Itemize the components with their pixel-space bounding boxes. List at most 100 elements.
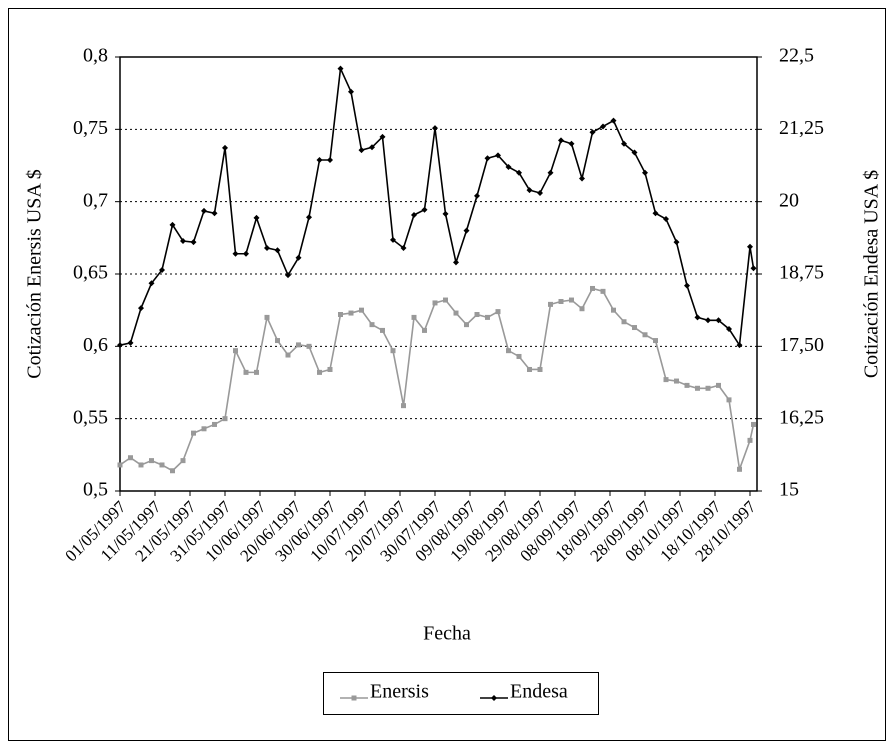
x-axis-title: Fecha — [423, 623, 471, 645]
data-point — [751, 421, 756, 427]
y2-tick-label: 22,5 — [779, 45, 814, 67]
data-point — [737, 466, 742, 472]
data-point — [285, 272, 291, 279]
data-point — [453, 310, 459, 316]
data-point — [464, 322, 469, 328]
data-point — [558, 298, 564, 304]
data-point — [537, 366, 543, 372]
legend-marker — [491, 695, 497, 701]
legend-label: Enersis — [370, 681, 429, 703]
data-point — [569, 297, 574, 303]
y-tick-label: 0,8 — [83, 45, 108, 67]
data-point — [159, 266, 165, 273]
data-point — [285, 352, 291, 358]
data-point — [432, 125, 438, 132]
data-point — [695, 385, 700, 391]
data-point — [442, 210, 449, 217]
y-tick-label: 0,6 — [83, 334, 108, 356]
data-point — [463, 227, 470, 234]
data-point — [750, 265, 757, 272]
data-point — [264, 314, 270, 320]
y2-axis-title: Cotización Endesa USA $ — [861, 170, 883, 378]
data-point — [589, 129, 596, 136]
data-point — [505, 163, 512, 170]
data-point — [400, 244, 407, 251]
data-point — [190, 239, 197, 246]
data-point — [674, 378, 679, 384]
data-point — [180, 238, 186, 245]
data-point — [474, 192, 480, 199]
data-point — [359, 307, 364, 313]
data-point — [495, 152, 501, 159]
data-point — [495, 309, 501, 315]
data-point — [726, 397, 732, 403]
data-point — [369, 144, 375, 151]
data-point — [232, 250, 239, 257]
legend-marker — [351, 695, 357, 701]
data-point — [716, 382, 721, 388]
data-point — [380, 327, 385, 333]
data-point — [159, 462, 165, 468]
data-point — [421, 206, 428, 213]
data-point — [348, 310, 354, 316]
data-point — [652, 210, 659, 217]
data-point — [296, 342, 301, 348]
data-point — [516, 353, 522, 359]
data-point — [527, 366, 532, 372]
data-point — [590, 285, 595, 291]
data-point — [653, 338, 658, 344]
data-point — [422, 327, 427, 333]
data-point — [443, 297, 448, 303]
data-point — [254, 369, 259, 375]
y-tick-label: 0,65 — [73, 262, 108, 284]
data-point — [600, 288, 606, 294]
data-point — [138, 305, 144, 312]
data-point — [537, 189, 543, 196]
data-point — [390, 348, 396, 354]
data-point — [253, 214, 260, 221]
data-point — [379, 133, 386, 140]
data-point — [117, 342, 123, 349]
data-point — [337, 65, 344, 72]
data-point — [610, 117, 617, 124]
data-point — [149, 458, 154, 464]
data-point — [568, 140, 575, 147]
data-point — [358, 147, 365, 154]
data-point — [684, 382, 690, 388]
data-point — [338, 312, 343, 318]
data-point — [548, 301, 553, 307]
legend-box — [323, 672, 599, 715]
data-point — [747, 243, 753, 250]
data-point — [705, 385, 711, 391]
data-point — [715, 317, 722, 324]
data-point — [485, 314, 490, 320]
y2-tick-label: 15 — [779, 479, 799, 501]
data-point — [170, 468, 175, 474]
data-point — [663, 216, 669, 223]
data-point — [611, 307, 616, 313]
data-point — [327, 157, 333, 164]
data-point — [663, 377, 669, 383]
data-point — [484, 155, 491, 162]
data-point — [180, 458, 186, 464]
data-point — [317, 369, 322, 375]
data-point — [474, 312, 480, 318]
y-tick-label: 0,7 — [83, 189, 108, 211]
data-point — [138, 462, 144, 468]
data-point — [222, 416, 228, 422]
y-axis-title: Cotización Enersis USA $ — [24, 169, 46, 378]
data-point — [579, 175, 585, 182]
data-point — [747, 437, 753, 443]
data-point — [295, 254, 302, 261]
data-point — [275, 338, 280, 344]
y2-tick-label: 17,50 — [779, 334, 824, 356]
data-point — [264, 244, 270, 251]
data-point — [621, 319, 627, 325]
data-point — [243, 250, 249, 257]
chart-border — [8, 8, 886, 741]
data-point — [621, 140, 627, 147]
data-point — [642, 169, 648, 176]
data-point — [547, 169, 554, 176]
data-point — [369, 322, 375, 328]
